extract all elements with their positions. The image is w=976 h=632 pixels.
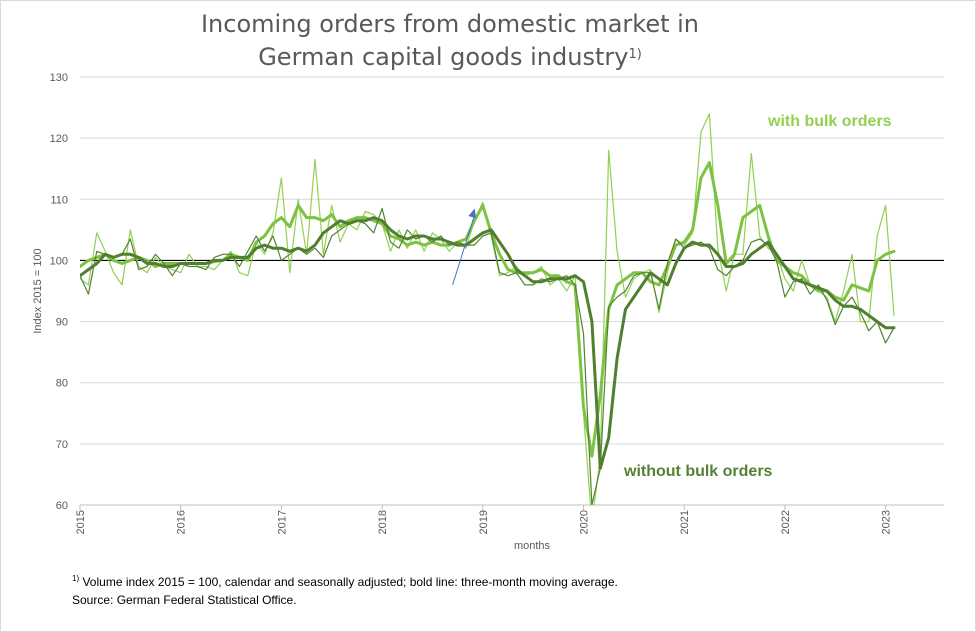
- series-without-bulk-orders-moving-average: [80, 216, 896, 470]
- footnote-text: Volume index 2015 = 100, calendar and se…: [82, 575, 618, 589]
- x-tick-label: 2018: [377, 510, 389, 534]
- footnote-marker: 1): [72, 574, 80, 583]
- annotation-with-bulk-orders: with bulk orders: [767, 113, 892, 130]
- y-tick-label: 90: [56, 317, 68, 329]
- x-tick-label: 2023: [881, 510, 893, 534]
- chart-title-line2-text: German capital goods industry: [258, 43, 629, 71]
- x-tick-label: 2020: [578, 510, 590, 534]
- series-lines: [80, 113, 896, 505]
- footnote-source: Source: German Federal Statistical Offic…: [72, 593, 297, 607]
- y-tick-label: 120: [50, 133, 68, 145]
- y-tick-label: 70: [56, 439, 68, 451]
- annotation-without-bulk-orders: without bulk orders: [623, 463, 773, 480]
- series-with-bulk-orders-moving-average: [80, 161, 896, 458]
- x-tick-label: 2022: [780, 510, 792, 534]
- chart-title: Incoming orders from domestic market in …: [150, 8, 750, 74]
- x-tick-label: 2019: [478, 510, 490, 534]
- gridlines: [79, 76, 944, 510]
- series-with-bulk-orders: [80, 113, 895, 505]
- y-tick-label: 110: [50, 194, 68, 206]
- x-axis-label: months: [514, 540, 551, 552]
- x-tick-label: 2016: [176, 510, 188, 534]
- y-axis-label: Index 2015 = 100: [32, 248, 44, 333]
- y-tick-label: 60: [56, 500, 68, 512]
- chart-title-line2: German capital goods industry1): [150, 41, 750, 74]
- y-tick-label: 80: [56, 378, 68, 390]
- footnote-line1: 1) Volume index 2015 = 100, calendar and…: [72, 570, 618, 591]
- y-tick-label: 100: [50, 255, 68, 267]
- x-tick-label: 2017: [276, 510, 288, 534]
- x-tick-label: 2015: [75, 510, 87, 534]
- chart-title-footnote-marker: 1): [628, 47, 642, 62]
- arrow-annotation: [452, 214, 476, 286]
- chart-title-line1: Incoming orders from domestic market in: [200, 10, 700, 38]
- y-tick-label: 130: [50, 72, 68, 84]
- series-without-bulk-orders: [80, 207, 895, 505]
- arrow-head: [468, 208, 477, 219]
- x-axis-tick-labels: 2015 2016 2017 2018 2019 2020 2021 2022 2023: [75, 510, 893, 534]
- x-tick-label: 2021: [679, 510, 691, 534]
- y-axis-tick-labels: 60 70 80 90 100 110 120 130: [50, 72, 68, 512]
- footnote: 1) Volume index 2015 = 100, calendar and…: [72, 570, 618, 609]
